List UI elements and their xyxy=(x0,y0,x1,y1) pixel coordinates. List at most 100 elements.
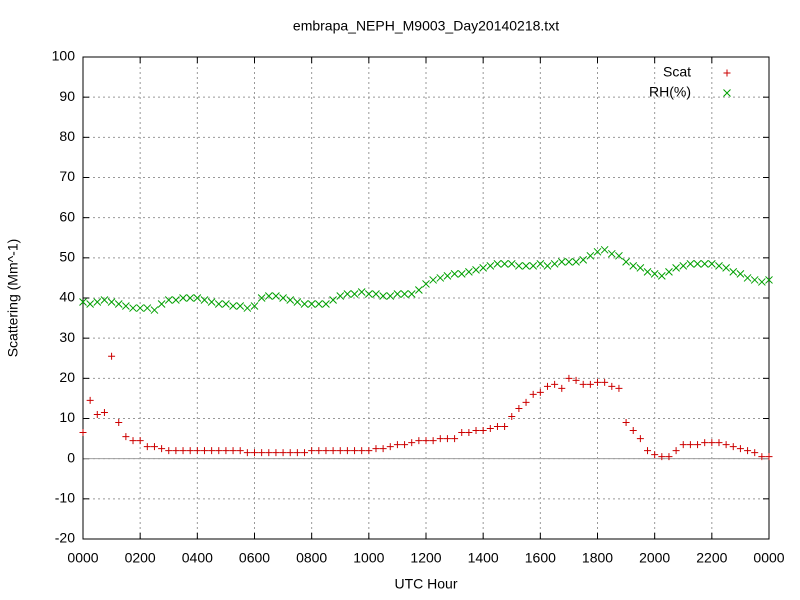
point xyxy=(729,268,738,276)
point xyxy=(229,302,237,310)
point xyxy=(265,449,273,457)
point xyxy=(758,278,766,286)
point xyxy=(93,298,102,306)
point xyxy=(100,408,108,416)
point xyxy=(379,445,387,453)
point xyxy=(636,264,645,272)
x-tick-label: 0400 xyxy=(182,550,213,566)
point xyxy=(686,441,694,449)
point xyxy=(550,260,559,268)
point xyxy=(465,429,473,437)
point xyxy=(665,453,673,461)
point xyxy=(200,447,208,455)
point xyxy=(644,447,652,455)
point xyxy=(601,378,609,386)
point xyxy=(500,260,509,268)
point xyxy=(657,272,666,280)
x-tick-label: 0200 xyxy=(125,550,156,566)
point xyxy=(607,249,616,258)
point xyxy=(107,298,116,306)
point xyxy=(629,262,638,270)
x-axis-label: UTC Hour xyxy=(394,576,457,592)
point xyxy=(215,447,223,455)
point xyxy=(400,290,409,298)
point xyxy=(693,260,702,268)
point xyxy=(758,453,766,461)
point xyxy=(136,437,144,445)
point xyxy=(207,298,216,306)
x-tick-label: 1000 xyxy=(353,550,384,566)
point xyxy=(722,264,730,272)
point xyxy=(508,412,516,420)
y-tick-label: 70 xyxy=(59,168,75,184)
point xyxy=(629,427,637,435)
point xyxy=(279,294,287,302)
point xyxy=(300,300,309,308)
point xyxy=(486,262,495,270)
point xyxy=(165,447,173,455)
point xyxy=(386,292,395,300)
point xyxy=(136,304,145,312)
point xyxy=(401,441,409,449)
point xyxy=(493,260,502,268)
y-tick-label: 0 xyxy=(67,449,75,465)
point xyxy=(736,445,744,453)
point xyxy=(507,260,516,268)
point xyxy=(286,296,295,304)
point xyxy=(358,447,366,455)
y-tick-label: -20 xyxy=(55,530,75,546)
point xyxy=(751,449,759,457)
point xyxy=(315,447,323,455)
point xyxy=(572,376,580,384)
point xyxy=(308,447,316,455)
point xyxy=(243,449,251,457)
point xyxy=(143,304,152,312)
point xyxy=(707,260,716,268)
point xyxy=(172,447,180,455)
x-tick-label: 2000 xyxy=(639,550,670,566)
point xyxy=(672,264,680,272)
point xyxy=(557,257,566,266)
x-tick-label: 1200 xyxy=(410,550,441,566)
x-tick-label: 2200 xyxy=(696,550,727,566)
point xyxy=(715,439,723,447)
point xyxy=(651,451,659,459)
point xyxy=(258,449,266,457)
point xyxy=(515,262,523,270)
point xyxy=(522,398,530,406)
point xyxy=(736,270,745,278)
point xyxy=(743,274,752,282)
point xyxy=(672,447,680,455)
point xyxy=(586,251,595,260)
x-tick-label: 0800 xyxy=(296,550,327,566)
point xyxy=(679,262,688,270)
point xyxy=(307,300,316,308)
legend-label: Scat xyxy=(663,64,691,80)
point xyxy=(429,276,437,284)
point xyxy=(708,439,716,447)
legend-label: RH(%) xyxy=(649,84,691,100)
point xyxy=(193,294,202,302)
point xyxy=(172,296,180,304)
point xyxy=(679,441,687,449)
point xyxy=(108,352,116,360)
point xyxy=(472,266,480,274)
point xyxy=(79,429,87,437)
point xyxy=(501,423,509,431)
point xyxy=(79,298,87,306)
point xyxy=(329,296,337,304)
point xyxy=(364,290,373,298)
point xyxy=(493,423,501,431)
point xyxy=(422,280,430,288)
point xyxy=(279,449,287,457)
point xyxy=(129,304,137,312)
point xyxy=(372,290,380,298)
point xyxy=(386,443,394,451)
x-tick-label: 0000 xyxy=(753,550,784,566)
point xyxy=(293,298,302,306)
point xyxy=(236,302,245,310)
point xyxy=(658,453,666,461)
point xyxy=(393,290,402,298)
y-axis-label: Scattering (Mm^-1) xyxy=(5,239,21,358)
point xyxy=(608,382,616,390)
